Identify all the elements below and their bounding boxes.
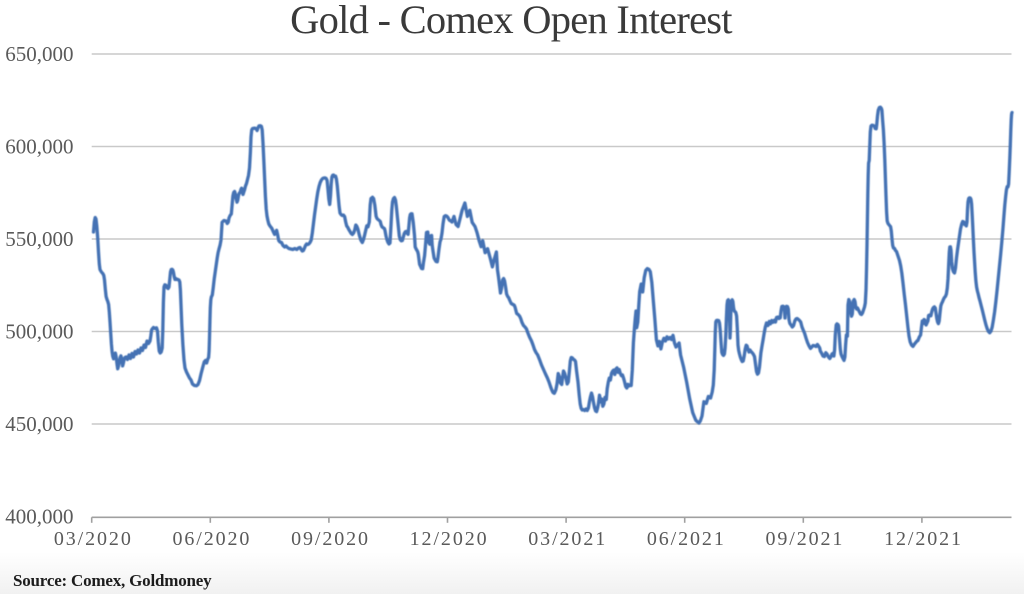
svg-text:12/2021: 12/2021 xyxy=(884,528,963,550)
svg-text:Source: Comex, Goldmoney: Source: Comex, Goldmoney xyxy=(13,571,212,590)
svg-text:06/2020: 06/2020 xyxy=(172,528,251,550)
svg-text:550,000: 550,000 xyxy=(5,227,73,251)
svg-text:03/2021: 03/2021 xyxy=(528,528,607,550)
svg-text:450,000: 450,000 xyxy=(5,412,73,436)
svg-text:650,000: 650,000 xyxy=(5,42,73,66)
svg-text:03/2020: 03/2020 xyxy=(54,528,133,550)
svg-text:500,000: 500,000 xyxy=(5,320,73,344)
svg-text:12/2020: 12/2020 xyxy=(410,528,489,550)
svg-text:06/2021: 06/2021 xyxy=(647,528,726,550)
svg-text:09/2021: 09/2021 xyxy=(765,528,844,550)
svg-text:09/2020: 09/2020 xyxy=(291,528,370,550)
svg-text:600,000: 600,000 xyxy=(5,135,73,159)
svg-text:Gold - Comex Open Interest: Gold - Comex Open Interest xyxy=(290,0,733,42)
svg-text:400,000: 400,000 xyxy=(5,505,73,529)
